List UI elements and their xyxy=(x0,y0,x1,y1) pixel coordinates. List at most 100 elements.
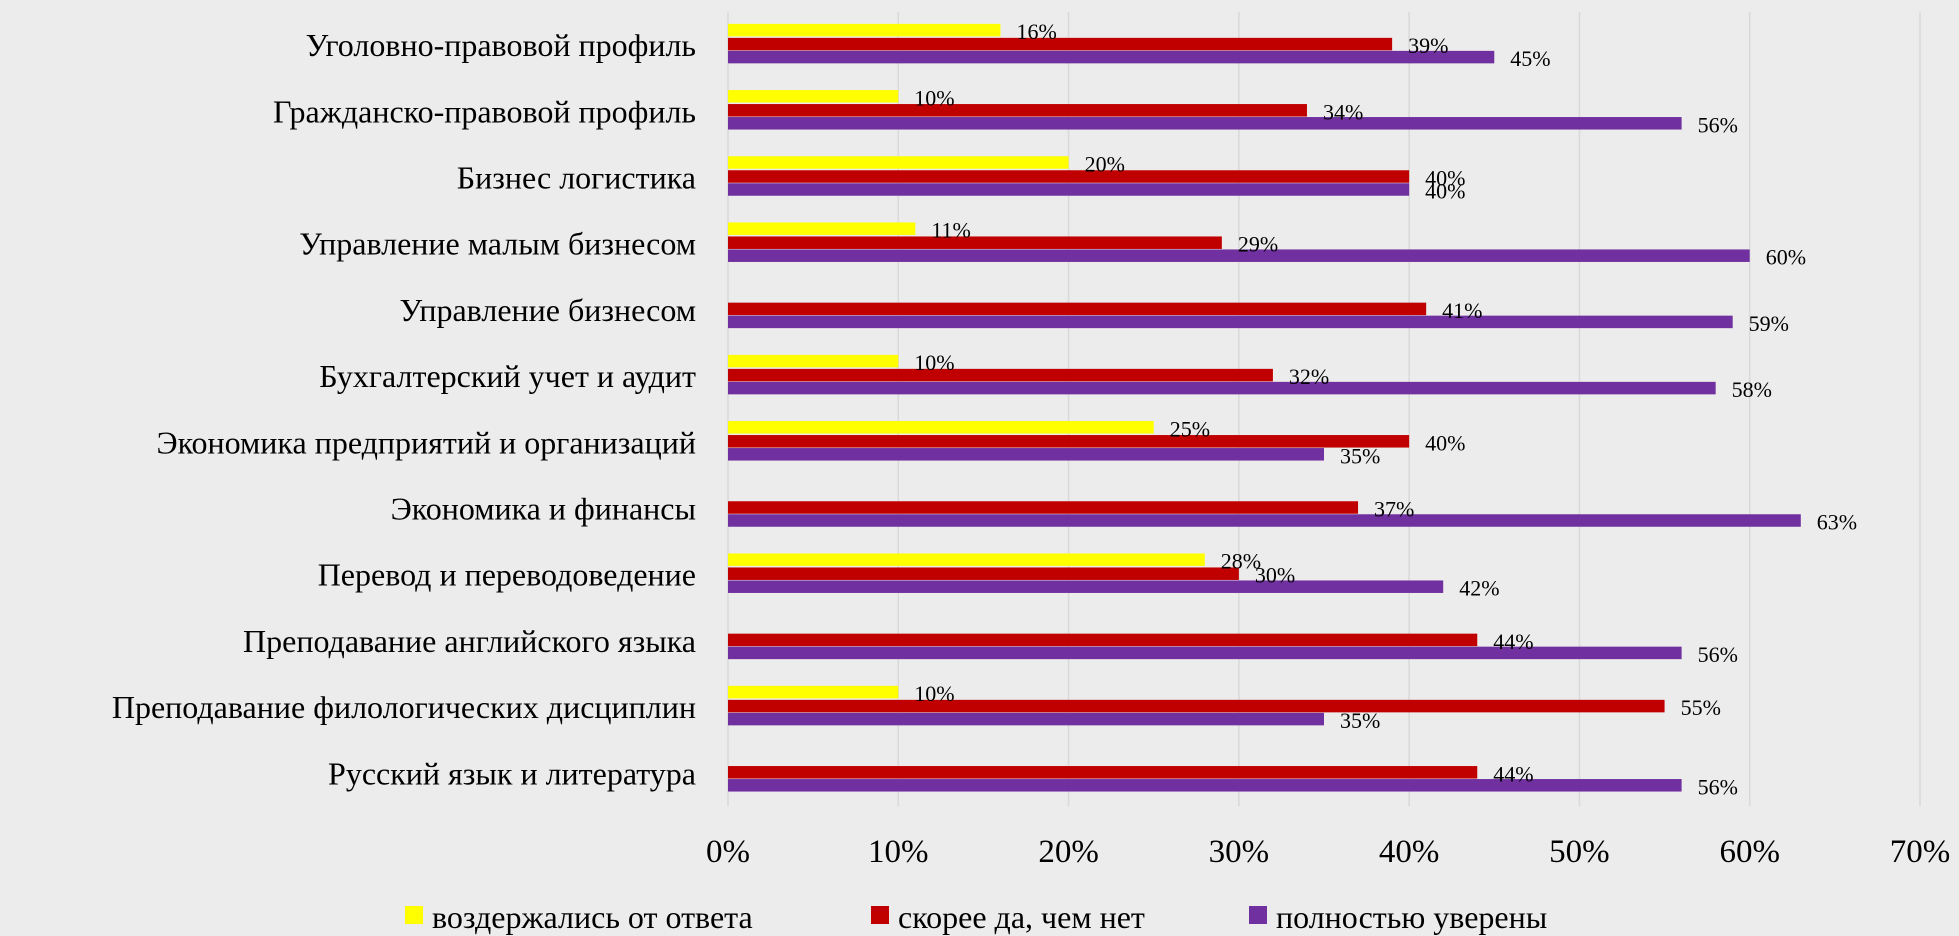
bar xyxy=(728,236,1222,249)
data-label: 10% xyxy=(914,85,954,110)
bar xyxy=(728,50,1495,64)
data-label: 44% xyxy=(1493,629,1533,654)
legend-item: воздержались от ответа xyxy=(405,899,753,935)
category-label: Уголовно-правовой профиль xyxy=(306,27,696,63)
bar xyxy=(728,302,1427,316)
data-label: 29% xyxy=(1238,232,1278,257)
legend-swatch xyxy=(871,906,889,924)
category-label: Управление бизнесом xyxy=(400,292,697,328)
bar xyxy=(728,368,1273,382)
data-label: 28% xyxy=(1221,549,1261,574)
bar xyxy=(728,501,1359,514)
category-label: Бизнес логистика xyxy=(457,160,696,196)
bar xyxy=(728,553,1205,566)
legend-item: скорее да, чем нет xyxy=(871,899,1145,935)
gridlines xyxy=(727,12,1921,807)
data-label: 16% xyxy=(1016,19,1056,44)
data-label: 30% xyxy=(1255,563,1295,588)
data-label: 40% xyxy=(1425,166,1465,191)
bar xyxy=(728,381,1716,395)
legend-label: полностью уверены xyxy=(1276,899,1547,935)
category-label: Экономика предприятий и организаций xyxy=(156,424,696,460)
data-label: 44% xyxy=(1493,761,1533,786)
category-label: Перевод и переводоведение xyxy=(318,557,696,593)
data-label: 39% xyxy=(1408,33,1448,58)
x-tick-label: 60% xyxy=(1719,834,1780,870)
bar xyxy=(728,421,1154,434)
bar xyxy=(728,567,1239,580)
data-label: 32% xyxy=(1289,364,1329,389)
bar xyxy=(728,249,1750,262)
data-label: 42% xyxy=(1459,576,1499,601)
data-label: 55% xyxy=(1681,695,1721,720)
bar xyxy=(728,514,1801,527)
bar xyxy=(728,633,1478,647)
bar xyxy=(728,104,1307,117)
x-tick-label: 0% xyxy=(706,834,750,870)
bar xyxy=(728,779,1682,792)
bar xyxy=(728,766,1478,779)
category-labels: Уголовно-правовой профиль Гражданско-прав… xyxy=(112,27,696,791)
bar xyxy=(728,712,1324,726)
bar xyxy=(728,448,1324,461)
bar xyxy=(728,117,1682,130)
category-label: Управление малым бизнесом xyxy=(299,226,696,262)
bar xyxy=(728,685,899,699)
data-label: 41% xyxy=(1442,298,1482,323)
bar xyxy=(728,354,899,368)
category-label: Преподавание филологических дисциплин xyxy=(112,689,696,725)
data-label: 45% xyxy=(1510,46,1550,71)
data-label: 63% xyxy=(1817,510,1857,535)
data-label: 20% xyxy=(1085,152,1125,177)
bar xyxy=(728,156,1069,169)
category-label: Преподавание английского языка xyxy=(243,623,696,659)
data-label: 10% xyxy=(914,350,954,375)
bar xyxy=(728,222,916,235)
legend-item: полностью уверены xyxy=(1249,899,1547,935)
legend-label: скорее да, чем нет xyxy=(898,899,1145,935)
data-label: 58% xyxy=(1732,377,1772,402)
category-label: Гражданско-правовой профиль xyxy=(273,93,696,129)
data-label: 10% xyxy=(914,681,954,706)
bar xyxy=(728,435,1410,448)
bar xyxy=(728,699,1665,713)
data-label: 35% xyxy=(1340,708,1380,733)
data-label: 35% xyxy=(1340,443,1380,468)
bar xyxy=(728,170,1410,183)
bar xyxy=(728,646,1682,660)
x-tick-label: 20% xyxy=(1038,834,1099,870)
data-label: 40% xyxy=(1425,430,1465,455)
data-label: 25% xyxy=(1170,416,1210,441)
bar xyxy=(728,23,1001,37)
data-labels: 16% 10% 20% 11% 10% 25% 28% 10% 39% 34% 40% 29% 41% 3… xyxy=(914,19,1857,799)
data-label: 34% xyxy=(1323,99,1363,124)
legend-label: воздержались от ответа xyxy=(432,899,753,935)
category-label: Экономика и финансы xyxy=(391,491,696,527)
data-label: 56% xyxy=(1698,774,1738,799)
data-label: 60% xyxy=(1766,245,1806,270)
x-tick-label: 40% xyxy=(1379,834,1440,870)
bar xyxy=(728,580,1444,593)
category-label: Бухгалтерский учет и аудит xyxy=(319,358,696,394)
bars xyxy=(728,23,1801,792)
data-label: 56% xyxy=(1698,112,1738,137)
x-tick-label: 30% xyxy=(1209,834,1270,870)
x-tick-label: 50% xyxy=(1549,834,1610,870)
legend-swatch xyxy=(405,906,423,924)
data-label: 11% xyxy=(931,218,971,243)
legend: воздержались от ответа скорее да, чем нет… xyxy=(405,899,1547,935)
data-label: 40% xyxy=(1425,179,1465,204)
x-axis-tick-labels: 0% 10% 20% 30% 40% 50% 60% 70% xyxy=(706,834,1950,870)
bar xyxy=(728,183,1410,196)
data-label: 37% xyxy=(1374,497,1414,522)
x-tick-label: 70% xyxy=(1890,834,1951,870)
data-label: 59% xyxy=(1749,311,1789,336)
bar xyxy=(728,90,899,103)
bar xyxy=(728,315,1733,329)
legend-swatch xyxy=(1249,906,1267,924)
category-label: Русский язык и литература xyxy=(328,755,696,791)
data-label: 56% xyxy=(1698,642,1738,667)
x-tick-label: 10% xyxy=(868,834,929,870)
bar xyxy=(728,37,1393,51)
